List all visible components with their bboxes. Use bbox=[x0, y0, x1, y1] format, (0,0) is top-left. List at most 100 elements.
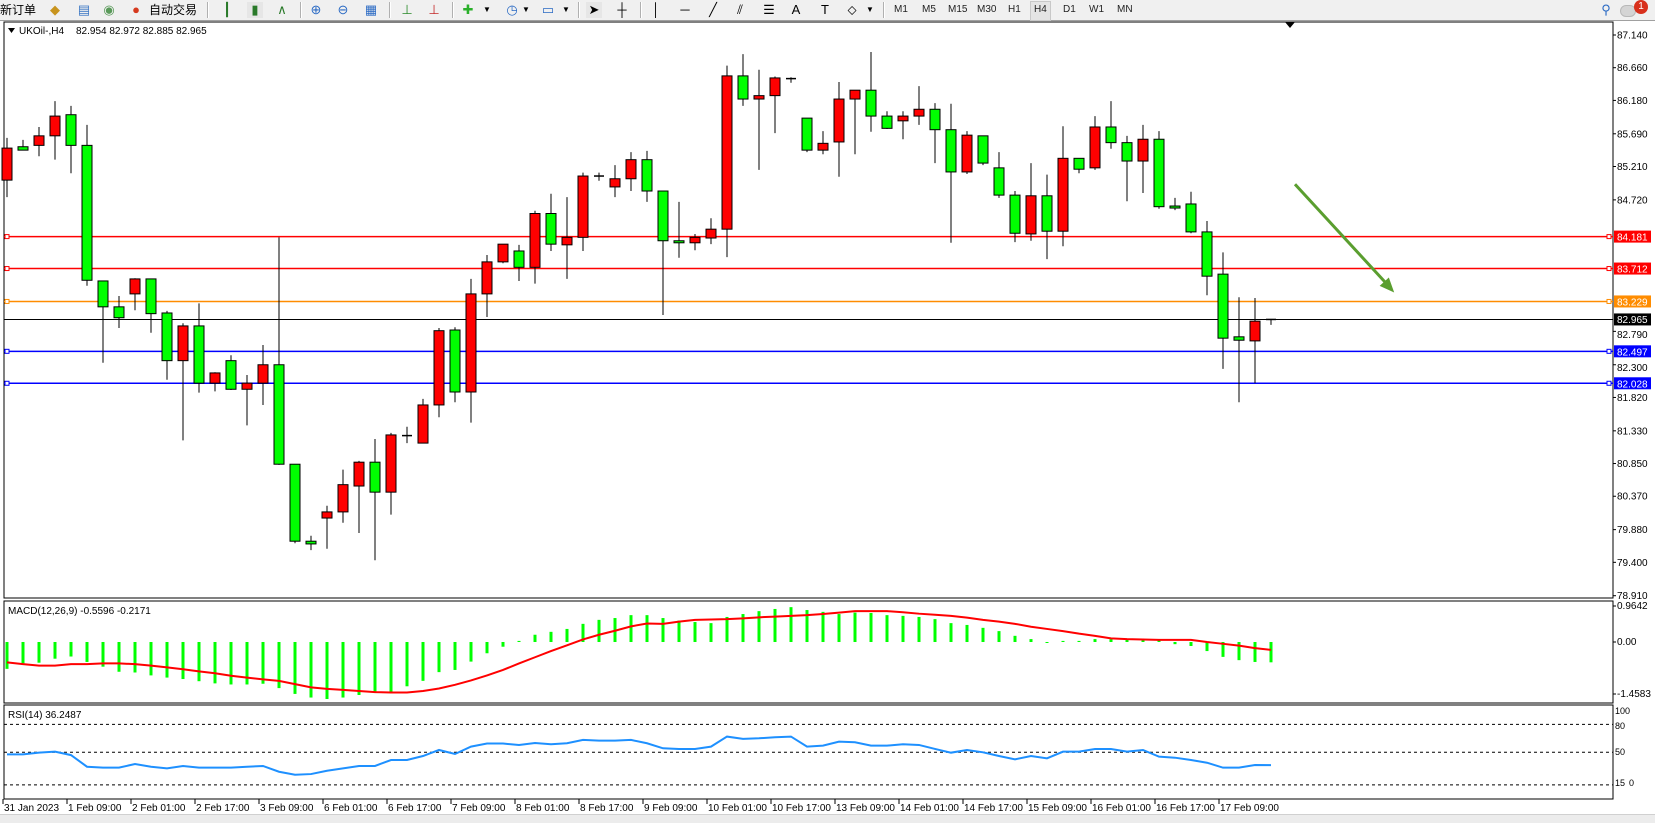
collapse-triangle-icon[interactable] bbox=[8, 28, 15, 33]
arrows-dropdown-icon[interactable]: ▼ bbox=[866, 5, 874, 14]
timeframe-w1[interactable]: W1 bbox=[1089, 4, 1104, 15]
macd-bar bbox=[5, 642, 9, 669]
candle-body-bear bbox=[737, 75, 749, 100]
level-handle-right[interactable] bbox=[1606, 298, 1612, 304]
templates-dropdown-icon[interactable]: ▼ bbox=[562, 5, 570, 14]
market-watch-icon[interactable]: ▤ bbox=[77, 2, 91, 17]
templates-icon[interactable]: ▭ bbox=[541, 2, 555, 17]
chart-shift-icon[interactable]: ⊥ bbox=[428, 2, 440, 17]
candle bbox=[545, 193, 557, 251]
history-center-icon[interactable]: ◆ bbox=[50, 2, 60, 17]
periods-icon[interactable]: ◷ bbox=[506, 2, 518, 17]
timeframe-h4[interactable]: H4 bbox=[1030, 1, 1051, 21]
time-axis[interactable]: 31 Jan 2023 1 Feb 09:00 2 Feb 01:00 2 Feb 1… bbox=[2, 799, 1279, 814]
candle bbox=[753, 69, 765, 170]
tile-windows-icon[interactable]: ▦ bbox=[364, 2, 378, 17]
timeframe-m15[interactable]: M15 bbox=[948, 4, 968, 15]
auto-trading-button[interactable]: 自动交易 bbox=[149, 3, 198, 17]
notification-badge[interactable]: 1 bbox=[1634, 0, 1648, 14]
periods-dropdown-icon[interactable]: ▼ bbox=[522, 5, 530, 14]
macd-bar bbox=[517, 640, 521, 642]
search-icon[interactable]: ⚲ bbox=[1601, 2, 1611, 17]
macd-bar bbox=[677, 620, 681, 642]
rsi-axis-label: 100 bbox=[1615, 706, 1630, 716]
candle bbox=[129, 278, 141, 311]
time-label: 6 Feb 01:00 bbox=[324, 803, 378, 814]
horizontal-line-icon[interactable]: ─ bbox=[680, 2, 690, 17]
zoom-out-icon[interactable]: ⊖ bbox=[337, 2, 349, 17]
candle-body-bull bbox=[705, 228, 717, 239]
horizontal-levels[interactable]: 84.181 83.712 83.229 82.497 82.028 82.965 bbox=[4, 230, 1651, 391]
level-handle-left[interactable] bbox=[4, 298, 10, 304]
level-handle-right[interactable] bbox=[1606, 266, 1612, 272]
arrow-down-icon[interactable] bbox=[1379, 277, 1395, 293]
cursor-icon[interactable]: ➤ bbox=[586, 2, 602, 18]
candle bbox=[1169, 197, 1181, 211]
candle bbox=[369, 439, 381, 561]
macd-bar bbox=[293, 642, 297, 694]
indicators-icon[interactable]: ✚ bbox=[462, 2, 474, 17]
chart-shift-marker-icon[interactable] bbox=[1285, 22, 1295, 28]
auto-trading-icon[interactable]: ● bbox=[132, 2, 140, 17]
candle-body-bear bbox=[513, 250, 525, 268]
macd-bar bbox=[901, 615, 905, 642]
level-handle-left[interactable] bbox=[4, 234, 10, 240]
candle bbox=[849, 89, 861, 155]
candle-body-bear bbox=[305, 540, 317, 545]
time-label: 8 Feb 17:00 bbox=[580, 803, 634, 814]
bar-chart-icon[interactable]: ┃ bbox=[223, 2, 231, 17]
candle bbox=[1105, 101, 1117, 149]
candle-body-bear bbox=[65, 114, 77, 146]
text-label-icon[interactable]: T bbox=[821, 2, 829, 17]
price-axis[interactable]: 87.140 86.660 86.180 85.690 85.210 84.720 82.7… bbox=[1613, 31, 1648, 603]
level-handle-left[interactable] bbox=[4, 348, 10, 354]
separator bbox=[640, 2, 642, 18]
arrows-icon[interactable]: ⬦ bbox=[847, 2, 857, 17]
indicators-dropdown-icon[interactable]: ▼ bbox=[483, 5, 491, 14]
macd-bar bbox=[741, 614, 745, 642]
level-handle-right[interactable] bbox=[1606, 234, 1612, 240]
level-handle-right[interactable] bbox=[1606, 348, 1612, 354]
zoom-in-icon[interactable]: ⊕ bbox=[310, 2, 322, 17]
level-handle-left[interactable] bbox=[4, 380, 10, 386]
new-order-button[interactable]: 新订单 bbox=[0, 3, 37, 17]
trendline-icon[interactable]: ╱ bbox=[709, 2, 717, 17]
macd-bar bbox=[1045, 642, 1049, 643]
candlestick-chart-icon[interactable]: ▮ bbox=[247, 2, 263, 18]
time-label: 17 Feb 09:00 bbox=[1220, 803, 1279, 814]
timeframe-mn[interactable]: MN bbox=[1117, 4, 1133, 15]
line-chart-icon[interactable]: ∧ bbox=[277, 2, 287, 17]
crosshair-icon[interactable]: ┼ bbox=[617, 2, 627, 17]
candle-body-bull bbox=[257, 364, 269, 384]
timeframe-d1[interactable]: D1 bbox=[1063, 4, 1076, 15]
macd-bar bbox=[101, 642, 105, 667]
time-label: 15 Feb 09:00 bbox=[1028, 803, 1087, 814]
candle-body-bear bbox=[449, 329, 461, 393]
candle-body-bear bbox=[1105, 126, 1117, 144]
fibonacci-icon[interactable]: ☰ bbox=[763, 2, 775, 17]
candle-body-bull bbox=[177, 325, 189, 362]
text-icon[interactable]: A bbox=[791, 2, 801, 17]
equidistant-channel-icon[interactable]: ⫽ bbox=[737, 2, 743, 17]
trend-arrow-line[interactable] bbox=[1293, 183, 1390, 287]
candle-body-bull bbox=[1057, 157, 1069, 232]
time-label: 16 Feb 01:00 bbox=[1092, 803, 1151, 814]
time-label: 2 Feb 17:00 bbox=[196, 803, 250, 814]
candle-body-bull bbox=[465, 293, 477, 393]
candle-body-bull bbox=[689, 236, 701, 244]
level-handle-left[interactable] bbox=[4, 266, 10, 272]
auto-scroll-icon[interactable]: ⊥ bbox=[401, 2, 413, 17]
level-price-label: 83.229 bbox=[1617, 297, 1648, 308]
signals-icon[interactable]: ◉ bbox=[103, 2, 115, 17]
timeframe-m30[interactable]: M30 bbox=[977, 4, 997, 15]
timeframe-h1[interactable]: H1 bbox=[1008, 4, 1021, 15]
candle bbox=[721, 65, 733, 258]
vertical-line-icon[interactable]: │ bbox=[651, 2, 661, 17]
level-handle-right[interactable] bbox=[1606, 380, 1612, 386]
candle-body-bear bbox=[977, 135, 989, 164]
timeframe-m1[interactable]: M1 bbox=[894, 4, 908, 15]
price-tick-label: 87.140 bbox=[1617, 31, 1648, 42]
timeframe-m5[interactable]: M5 bbox=[922, 4, 936, 15]
candle bbox=[1089, 116, 1101, 170]
